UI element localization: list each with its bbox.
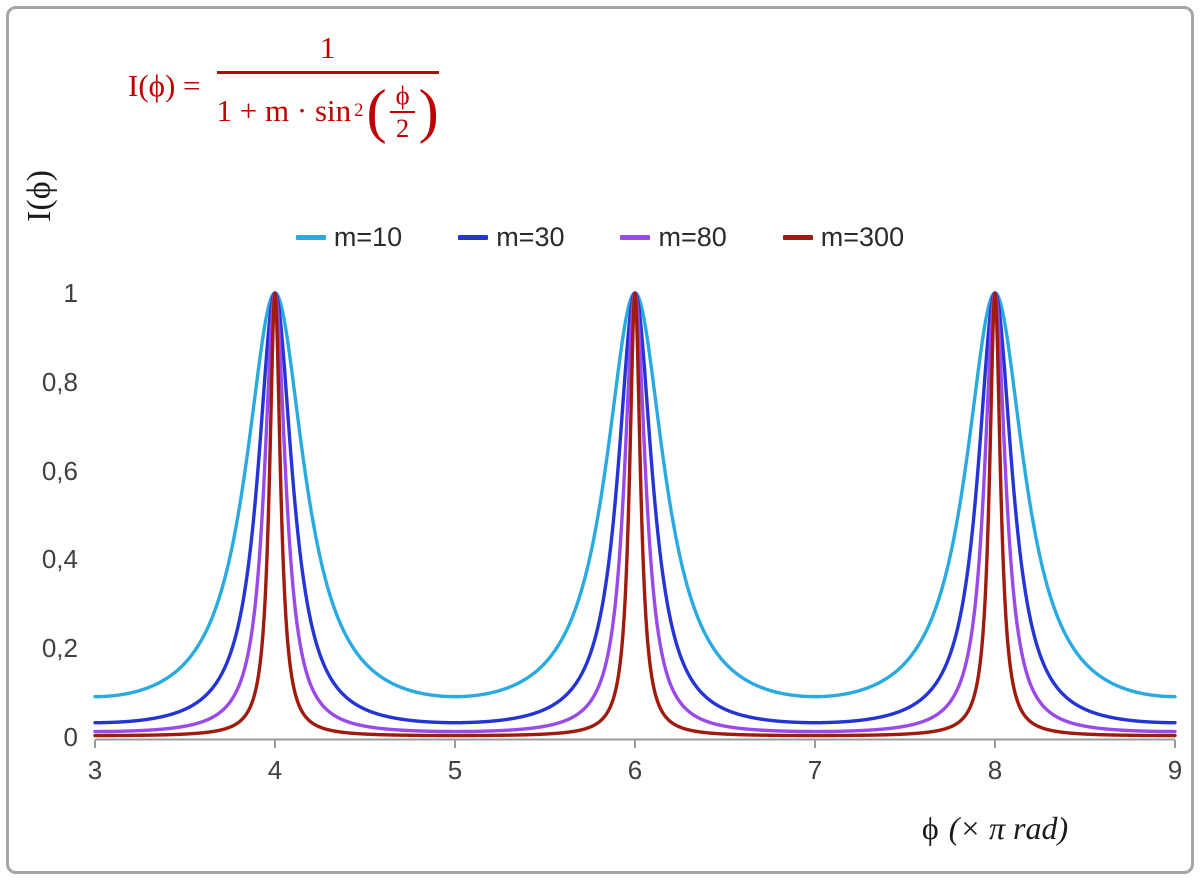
y-tick-label: 0 <box>63 722 78 752</box>
formula-denominator: 1 + m · sin 2 ( ϕ 2 ) <box>216 71 439 145</box>
y-tick-label: 0,4 <box>41 544 78 575</box>
x-axis-title: ϕ (× π rad) <box>830 810 1160 847</box>
legend-dash-icon <box>620 235 651 240</box>
y-tick-label: 0,8 <box>41 366 78 397</box>
formula-lhs: I(ϕ) = <box>128 67 201 103</box>
y-tick-label: 0,6 <box>41 455 78 486</box>
inner-denominator: 2 <box>389 110 416 142</box>
x-axis-unit: (× π rad) <box>948 810 1069 846</box>
formula-numerator: 1 <box>319 30 336 65</box>
formula-exponent: 2 <box>354 100 364 122</box>
legend-dash-icon <box>782 235 813 240</box>
chart-frame <box>6 6 1194 874</box>
y-tick-label: 1 <box>63 278 78 308</box>
x-tick-label: 8 <box>987 755 1003 785</box>
y-axis-title: I(ϕ) <box>21 170 58 222</box>
legend-label: m=300 <box>820 222 905 252</box>
legend-item-m10: m=10 <box>295 222 403 253</box>
legend-item-m80: m=80 <box>620 222 727 253</box>
series-curve-m80 <box>93 291 1177 734</box>
x-tick-label: 7 <box>807 755 823 785</box>
x-axis-symbol: ϕ <box>921 810 939 846</box>
legend-label: m=10 <box>333 222 403 252</box>
x-tick-label: 4 <box>267 755 283 785</box>
x-tick-label: 6 <box>627 755 643 785</box>
close-paren-icon: ) <box>418 77 439 145</box>
legend-item-m30: m=30 <box>458 222 564 253</box>
x-tick-label: 5 <box>447 755 463 785</box>
open-paren-icon: ( <box>366 77 387 145</box>
x-tick-label: 9 <box>1167 755 1183 785</box>
series-curve-m300 <box>93 291 1177 738</box>
series-curve-m30 <box>93 291 1177 725</box>
legend-dash-icon <box>458 235 489 240</box>
legend-dash-icon <box>295 235 326 240</box>
formula-den-prefix: 1 + m · sin <box>216 93 352 129</box>
legend: m=10 m=30 m=80 m=300 <box>95 222 1105 253</box>
legend-item-m300: m=300 <box>782 222 905 253</box>
formula: I(ϕ) = 1 1 + m · sin 2 ( ϕ 2 ) <box>128 30 439 142</box>
y-tick-label: 0,2 <box>41 633 78 664</box>
x-tick-label: 3 <box>87 755 103 785</box>
inner-fraction: ϕ 2 <box>389 80 416 142</box>
legend-label: m=80 <box>658 222 727 252</box>
inner-numerator: ϕ <box>395 80 410 110</box>
legend-label: m=30 <box>496 222 565 252</box>
formula-fraction: 1 1 + m · sin 2 ( ϕ 2 ) <box>216 30 439 145</box>
